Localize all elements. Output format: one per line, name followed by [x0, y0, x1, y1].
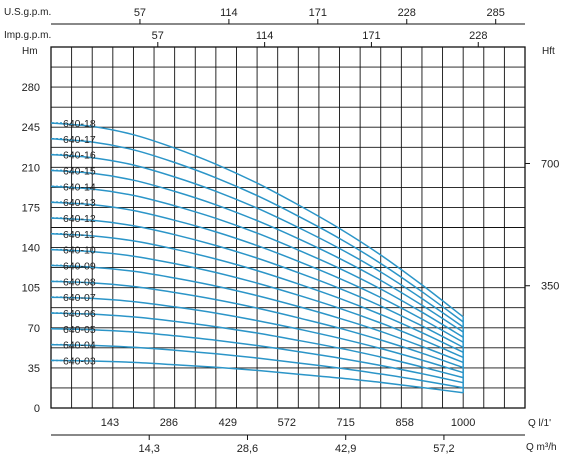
y-tick-label: 245 [22, 122, 40, 134]
y-right-tick-label: 700 [541, 158, 559, 170]
curve-640-18 [50, 122, 464, 318]
curve-640-10 [50, 248, 464, 358]
series-label: 640-15 [63, 165, 96, 177]
x-flow-tick-label: 1000 [451, 417, 475, 429]
series-labels: 640-03 640-04 640-05 640-06 640-07 640-08 640-… [63, 118, 96, 367]
curve-640-16 [50, 153, 464, 328]
series-label: 640-08 [63, 276, 96, 288]
y-tick-label: 280 [22, 82, 40, 94]
y-right-tick-label: 350 [541, 281, 559, 293]
series-label: 640-07 [63, 292, 96, 304]
y-tick-label: 175 [22, 202, 40, 214]
plot-frame [50, 46, 526, 409]
curve-640-11 [50, 233, 464, 353]
x-usgpm-tick-label: 171 [309, 7, 327, 19]
x-m3h-tick-label: 57,2 [433, 443, 454, 455]
y-tick-label: 105 [22, 283, 40, 295]
x-m3h-unit-label: Q m³/h [526, 442, 557, 453]
series-label: 640-17 [63, 134, 96, 146]
series-label: 640-10 [63, 245, 96, 257]
performance-curves [50, 122, 464, 394]
x-usgpm-tick-label: 57 [134, 7, 146, 19]
y-tick-label: 140 [22, 243, 40, 255]
x-usgpm-tick-label: 285 [487, 7, 505, 19]
x-impgpm-tick-label: 228 [469, 30, 487, 42]
x-flow-unit-label: Q l/1' [528, 418, 551, 429]
y-left-unit-label: Hm [22, 46, 38, 57]
series-label: 640-06 [63, 308, 96, 320]
curve-640-14 [50, 185, 464, 338]
series-label: 640-14 [63, 181, 96, 193]
axis-units: U.S.g.p.m. Imp.g.p.m. Hm Hft Q l/1' Q m³… [4, 7, 557, 453]
curve-640-08 [50, 280, 464, 369]
x-m3h-tick-label: 14,3 [139, 443, 160, 455]
x-impgpm-tick-label: 171 [362, 30, 380, 42]
x-m3h-tick-label: 42,9 [335, 443, 356, 455]
curve-640-06 [50, 312, 464, 379]
y-tick-label: 70 [28, 323, 40, 335]
series-label: 640-03 [63, 355, 96, 367]
curve-640-07 [50, 296, 464, 374]
series-label: 640-16 [63, 150, 96, 162]
x-usgpm-tick-label: 228 [398, 7, 416, 19]
x-impgpm-tick-label: 114 [256, 30, 274, 42]
series-label: 640-09 [63, 260, 96, 272]
x-m3h-tick-label: 28,6 [237, 443, 258, 455]
curve-640-09 [50, 264, 464, 364]
x-flow-tick-label: 715 [337, 417, 355, 429]
series-label: 640-04 [63, 340, 96, 352]
y-right-unit-label: Hft [542, 46, 555, 57]
impgpm-unit-label: Imp.g.p.m. [4, 30, 51, 41]
axes: 0 35 70 105 140 175 210 245 280 350 700 143 286 429 57… [22, 7, 560, 455]
x-flow-tick-label: 572 [278, 417, 296, 429]
curve-640-15 [50, 169, 464, 333]
x-impgpm-tick-label: 57 [152, 30, 164, 42]
series-label: 640-18 [63, 118, 96, 130]
curve-640-13 [50, 201, 464, 343]
curve-640-12 [50, 217, 464, 348]
series-label: 640-12 [63, 213, 96, 225]
plot-grid [50, 46, 526, 409]
curve-640-03 [50, 359, 464, 394]
curve-640-17 [50, 138, 464, 323]
y-tick-label: 35 [28, 363, 40, 375]
series-label: 640-13 [63, 197, 96, 209]
series-label: 640-11 [63, 229, 95, 241]
x-usgpm-tick-label: 114 [220, 7, 238, 19]
x-flow-tick-label: 143 [101, 417, 119, 429]
y-tick-label: 0 [34, 403, 40, 415]
y-tick-label: 210 [22, 162, 40, 174]
series-label: 640-05 [63, 324, 96, 336]
x-flow-tick-label: 429 [219, 417, 237, 429]
x-flow-tick-label: 286 [160, 417, 178, 429]
x-flow-tick-label: 858 [395, 417, 413, 429]
usgpm-unit-label: U.S.g.p.m. [4, 7, 51, 18]
curve-640-05 [50, 328, 464, 384]
curve-640-04 [50, 343, 464, 389]
